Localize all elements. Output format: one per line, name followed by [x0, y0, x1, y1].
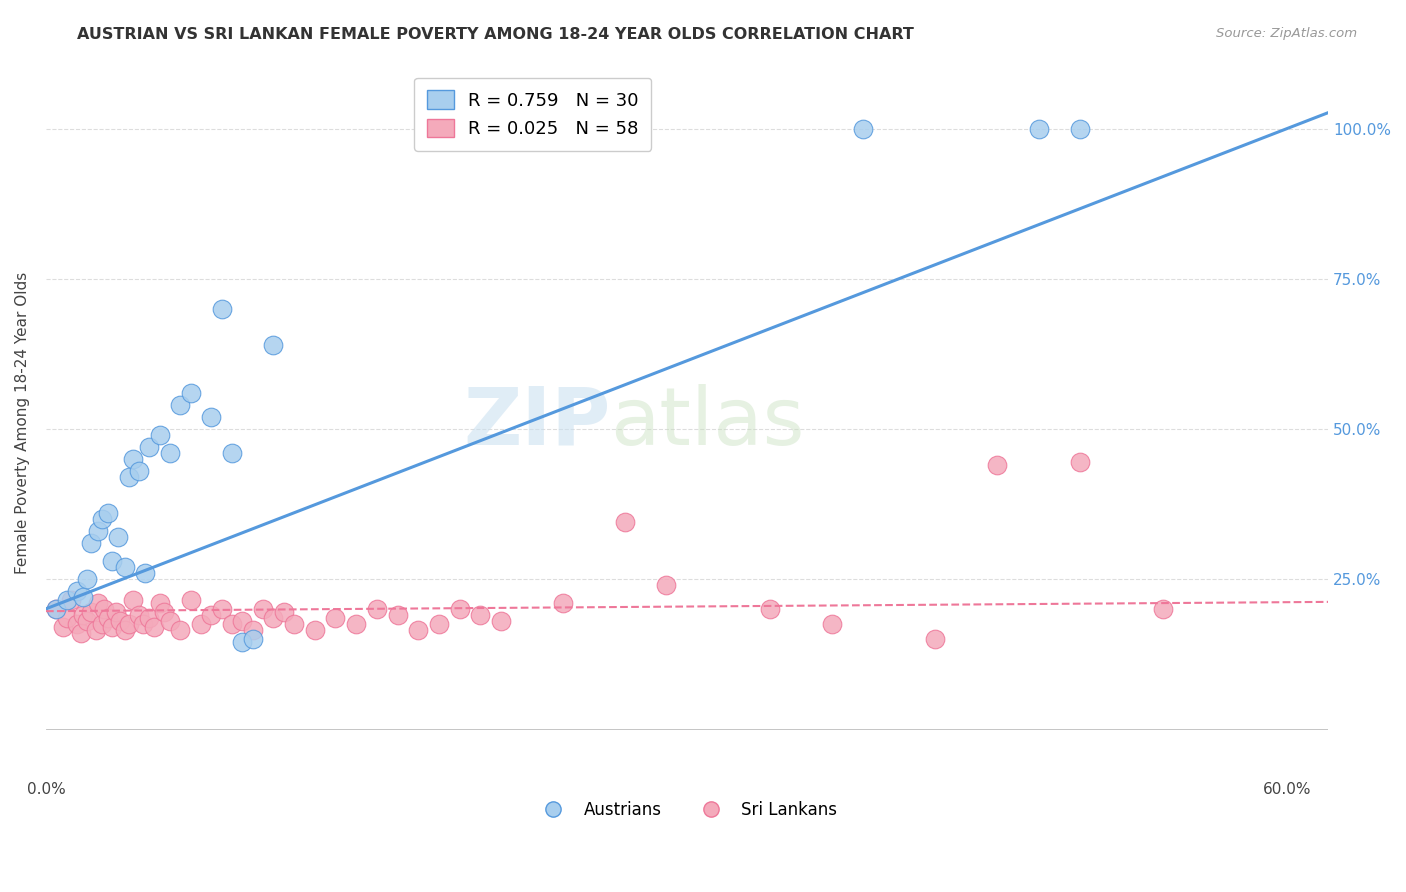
Point	[86, 596, 108, 610]
Point	[121, 592, 143, 607]
Text: AUSTRIAN VS SRI LANKAN FEMALE POVERTY AMONG 18-24 YEAR OLDS CORRELATION CHART: AUSTRIAN VS SRI LANKAN FEMALE POVERTY AM…	[77, 27, 914, 42]
Point	[90, 512, 112, 526]
Point	[132, 616, 155, 631]
Point	[344, 616, 367, 631]
Point	[427, 616, 450, 631]
Point	[55, 611, 77, 625]
Point	[138, 611, 160, 625]
Point	[758, 601, 780, 615]
Point	[90, 616, 112, 631]
Point	[1069, 455, 1091, 469]
Point	[221, 616, 243, 631]
Point	[97, 611, 120, 625]
Point	[1152, 601, 1174, 615]
Text: ZIP: ZIP	[463, 384, 610, 462]
Point	[55, 592, 77, 607]
Legend: Austrians, Sri Lankans: Austrians, Sri Lankans	[530, 794, 844, 825]
Point	[200, 409, 222, 424]
Point	[273, 605, 295, 619]
Point	[242, 623, 264, 637]
Point	[252, 601, 274, 615]
Point	[110, 614, 132, 628]
Point	[231, 614, 253, 628]
Point	[97, 506, 120, 520]
Point	[93, 601, 115, 615]
Point	[986, 458, 1008, 472]
Y-axis label: Female Poverty Among 18-24 Year Olds: Female Poverty Among 18-24 Year Olds	[15, 271, 30, 574]
Point	[149, 427, 172, 442]
Point	[1069, 121, 1091, 136]
Point	[262, 611, 284, 625]
Point	[51, 620, 73, 634]
Point	[76, 572, 98, 586]
Point	[283, 616, 305, 631]
Point	[1028, 121, 1050, 136]
Point	[118, 469, 141, 483]
Point	[149, 596, 172, 610]
Point	[387, 607, 409, 622]
Point	[72, 590, 94, 604]
Point	[107, 530, 129, 544]
Point	[211, 601, 233, 615]
Point	[200, 607, 222, 622]
Point	[66, 616, 89, 631]
Text: Source: ZipAtlas.com: Source: ZipAtlas.com	[1216, 27, 1357, 40]
Point	[304, 623, 326, 637]
Point	[366, 601, 388, 615]
Point	[211, 301, 233, 316]
Point	[101, 620, 124, 634]
Point	[76, 614, 98, 628]
Point	[924, 632, 946, 646]
Point	[153, 605, 176, 619]
Point	[101, 554, 124, 568]
Point	[114, 623, 136, 637]
Point	[66, 583, 89, 598]
Point	[118, 616, 141, 631]
Point	[84, 623, 107, 637]
Point	[80, 535, 103, 549]
Point	[470, 607, 492, 622]
Text: atlas: atlas	[610, 384, 804, 462]
Point	[180, 592, 202, 607]
Point	[134, 566, 156, 580]
Point	[231, 635, 253, 649]
Point	[45, 601, 67, 615]
Point	[59, 592, 82, 607]
Point	[190, 616, 212, 631]
Point	[614, 515, 637, 529]
Point	[121, 451, 143, 466]
Point	[114, 559, 136, 574]
Point	[180, 385, 202, 400]
Point	[70, 625, 93, 640]
Point	[169, 398, 191, 412]
Point	[821, 616, 844, 631]
Point	[72, 607, 94, 622]
Point	[551, 596, 574, 610]
Point	[159, 614, 181, 628]
Point	[655, 578, 678, 592]
Point	[169, 623, 191, 637]
Point	[325, 611, 347, 625]
Point	[138, 440, 160, 454]
Point	[80, 605, 103, 619]
Point	[489, 614, 512, 628]
Point	[159, 446, 181, 460]
Point	[128, 464, 150, 478]
Point	[406, 623, 429, 637]
Point	[221, 446, 243, 460]
Point	[449, 601, 471, 615]
Point	[262, 337, 284, 351]
Point	[128, 607, 150, 622]
Point	[242, 632, 264, 646]
Point	[852, 121, 875, 136]
Point	[105, 605, 128, 619]
Point	[86, 524, 108, 538]
Point	[45, 601, 67, 615]
Point	[142, 620, 165, 634]
